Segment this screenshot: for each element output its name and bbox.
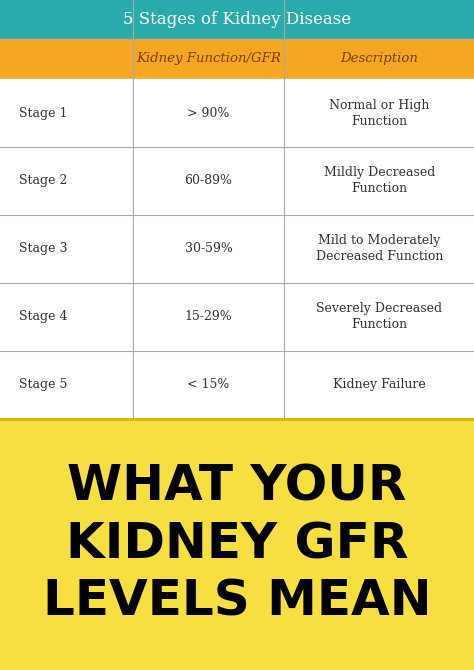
Bar bbox=[0, 0, 474, 39]
Bar bbox=[0, 79, 474, 147]
Bar bbox=[0, 351, 474, 419]
Text: Mildly Decreased
Function: Mildly Decreased Function bbox=[324, 166, 435, 196]
Text: Severely Decreased
Function: Severely Decreased Function bbox=[316, 302, 442, 332]
Text: 15-29%: 15-29% bbox=[185, 310, 232, 324]
Bar bbox=[0, 215, 474, 283]
Text: Normal or High
Function: Normal or High Function bbox=[329, 98, 429, 127]
Text: WHAT YOUR
KIDNEY GFR
LEVELS MEAN: WHAT YOUR KIDNEY GFR LEVELS MEAN bbox=[43, 463, 431, 626]
Text: > 90%: > 90% bbox=[187, 107, 230, 119]
Text: Stage 1: Stage 1 bbox=[19, 107, 67, 119]
Bar bbox=[0, 39, 474, 79]
Text: 5 Stages of Kidney Disease: 5 Stages of Kidney Disease bbox=[123, 11, 351, 28]
Text: 30-59%: 30-59% bbox=[184, 243, 233, 255]
Text: Mild to Moderately
Decreased Function: Mild to Moderately Decreased Function bbox=[316, 234, 443, 263]
Text: Description: Description bbox=[340, 52, 418, 66]
Bar bbox=[0, 147, 474, 215]
Text: Stage 4: Stage 4 bbox=[19, 310, 67, 324]
Text: Kidney Function/GFR: Kidney Function/GFR bbox=[136, 52, 281, 66]
Text: Stage 5: Stage 5 bbox=[19, 379, 67, 391]
Bar bbox=[0, 419, 474, 670]
Text: Stage 2: Stage 2 bbox=[19, 174, 67, 188]
Bar bbox=[0, 283, 474, 351]
Text: < 15%: < 15% bbox=[187, 379, 230, 391]
Text: Stage 3: Stage 3 bbox=[19, 243, 67, 255]
Text: Kidney Failure: Kidney Failure bbox=[333, 379, 426, 391]
Text: 60-89%: 60-89% bbox=[184, 174, 233, 188]
